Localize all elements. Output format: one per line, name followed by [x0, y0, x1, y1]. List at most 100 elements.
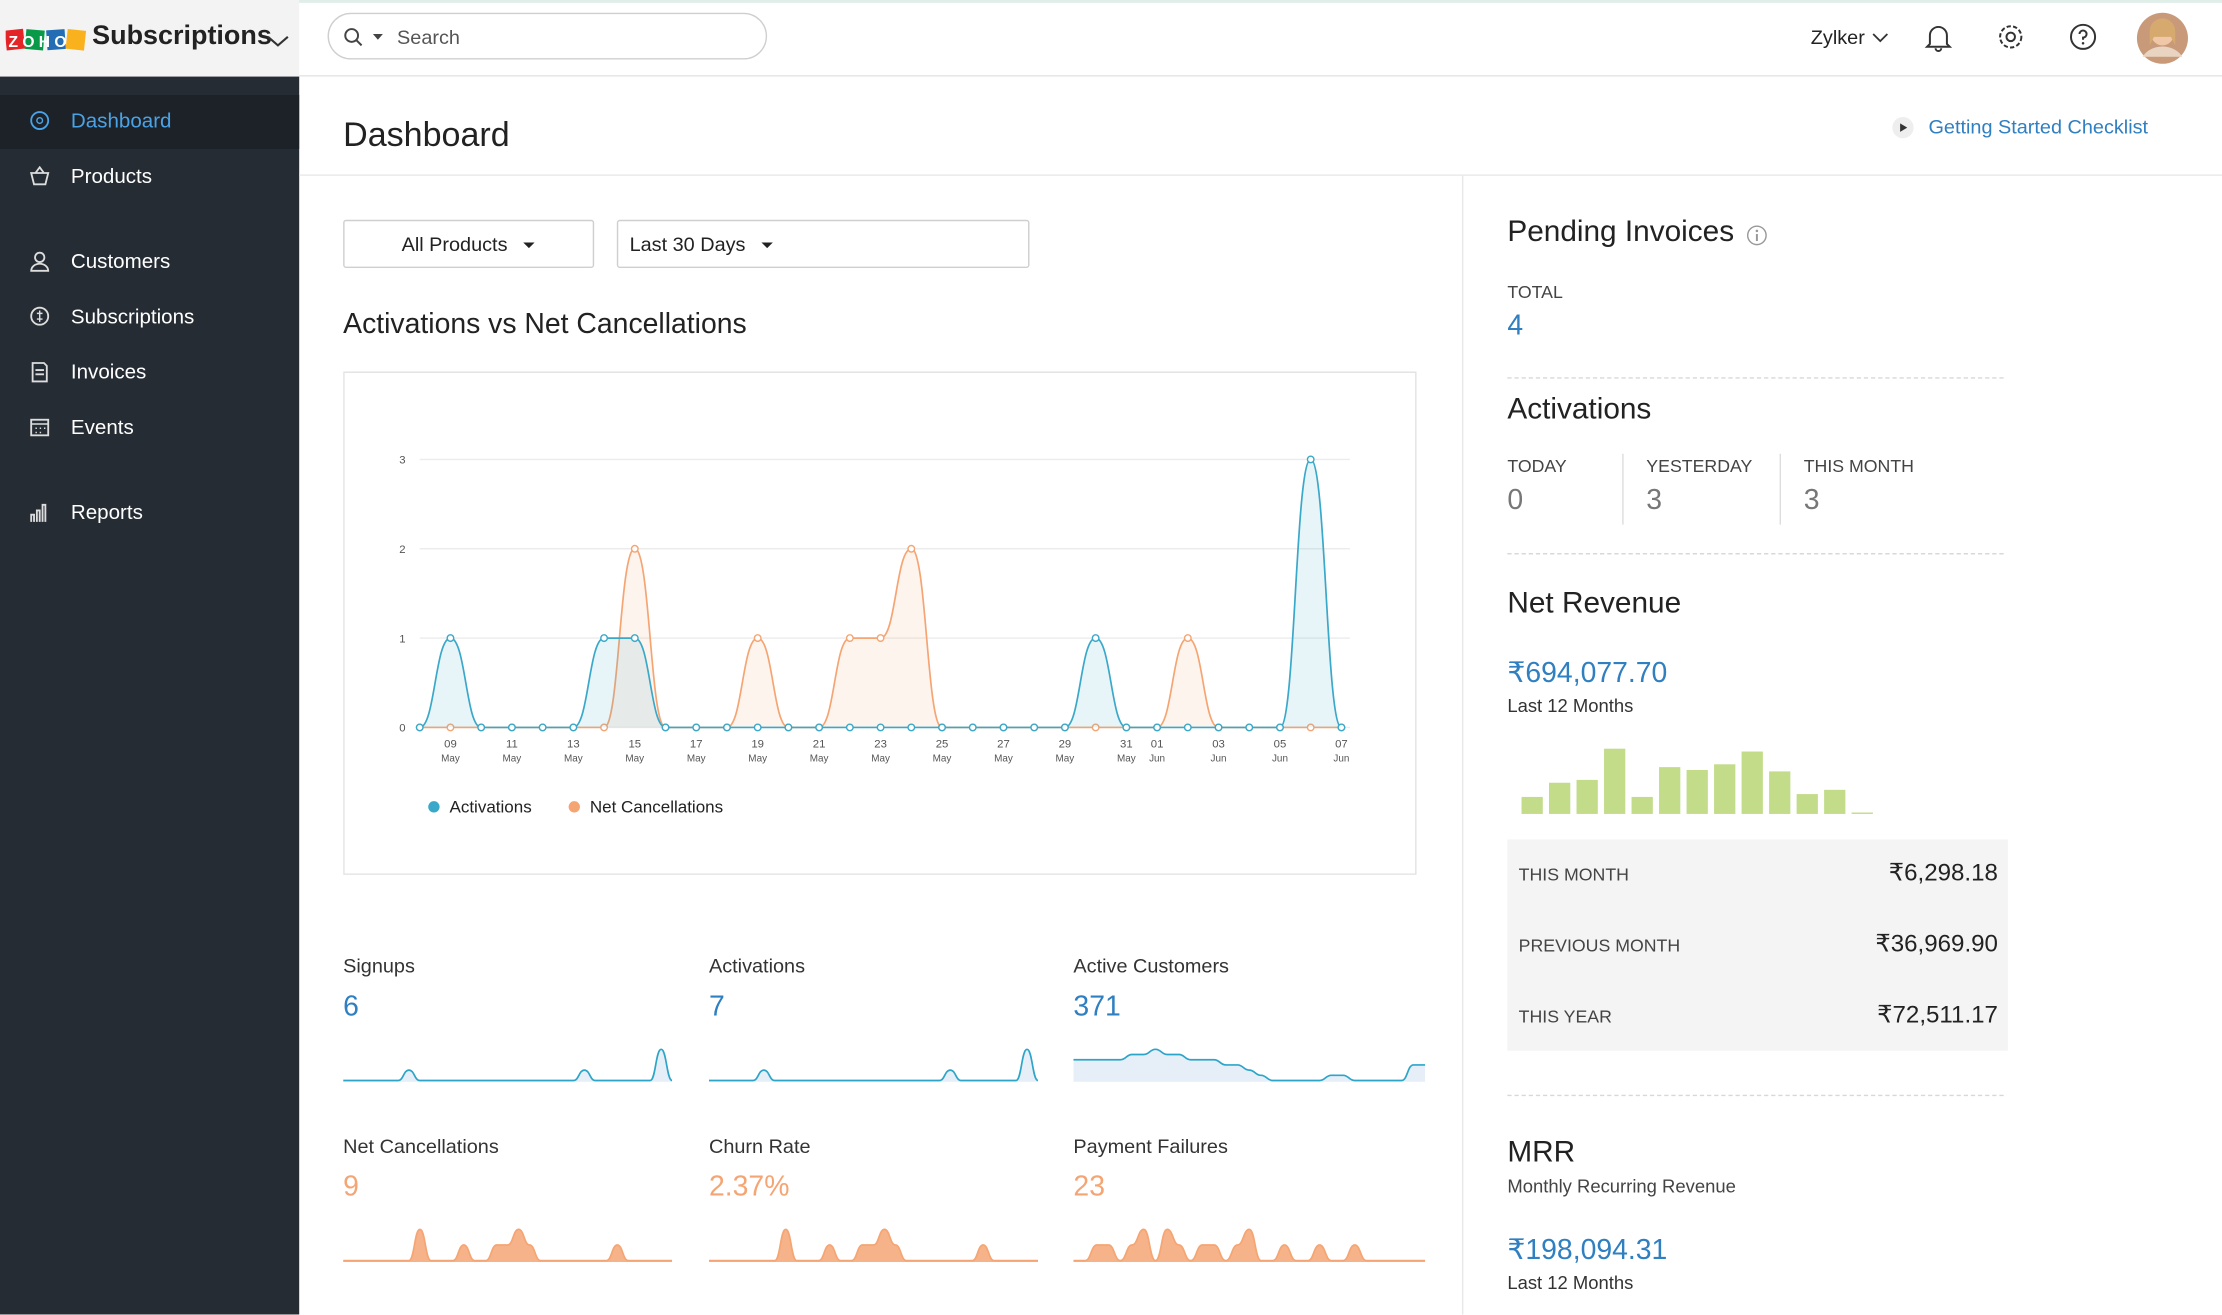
stat-value: 3 [1646, 484, 1663, 517]
checklist-icon [1892, 116, 1914, 139]
data-point [569, 723, 578, 732]
notifications-icon[interactable] [1923, 21, 1954, 52]
revenue-bar [1714, 764, 1736, 814]
data-point [1122, 723, 1131, 732]
revenue-bar [1659, 767, 1681, 814]
data-point [600, 723, 609, 732]
metric-label: Active Customers [1073, 954, 1229, 978]
x-tick-label: 05 Jun [1272, 738, 1288, 764]
user-avatar[interactable] [2136, 11, 2190, 65]
nav-icon [30, 306, 50, 326]
zoho-logo: Z O H O [5, 28, 87, 51]
nav-item[interactable]: Products [0, 150, 299, 204]
stat-separator [1622, 453, 1624, 525]
row-label: THIS YEAR [1518, 1006, 1612, 1027]
metric-label: Signups [343, 954, 415, 978]
data-point [1337, 723, 1346, 732]
nav-label: Products [70, 165, 153, 189]
metric-label: Activations [709, 954, 806, 978]
x-tick-label: 01 Jun [1149, 738, 1165, 764]
total-label: TOTAL [1507, 282, 1563, 303]
data-point [1091, 634, 1100, 643]
data-point [938, 723, 946, 732]
nav-item[interactable]: Reports [0, 486, 299, 540]
row-label: PREVIOUS MONTH [1518, 935, 1681, 956]
revenue-amount: ₹694,077.70 [1507, 657, 1668, 690]
nav-label: Invoices [70, 361, 147, 385]
metric-value: 6 [343, 991, 359, 1023]
sparkline-area [1073, 1229, 1426, 1263]
product-filter[interactable]: All Products [343, 219, 595, 269]
org-caret [1872, 33, 1889, 43]
sidebar [0, 76, 300, 1315]
metric-value: 7 [709, 991, 725, 1023]
revenue-bar [1851, 812, 1873, 814]
logo-area: Z O H O Subscriptions [0, 0, 300, 77]
data-point [538, 723, 547, 732]
revenue-bar [1796, 794, 1818, 814]
data-point [1276, 723, 1284, 732]
period-filter[interactable]: Last 30 Days [616, 219, 1030, 269]
data-point [784, 723, 793, 732]
data-point [600, 634, 609, 643]
row-value: ₹72,511.17 [1877, 1001, 1998, 1029]
nav-icon [31, 362, 48, 383]
metric-value: 23 [1073, 1171, 1105, 1203]
settings-icon[interactable] [1995, 21, 2026, 52]
data-point [968, 723, 977, 732]
mrr-amount: ₹198,094.31 [1507, 1235, 1668, 1267]
nav-icon [30, 251, 50, 272]
app-switch-caret[interactable] [267, 34, 290, 48]
x-tick-label: 07 Jun [1333, 738, 1349, 764]
divider [1507, 553, 2004, 555]
chart-title: Activations vs Net Cancellations [343, 309, 747, 341]
y-tick-label: 3 [399, 455, 405, 467]
org-switcher[interactable]: Zylker [1810, 25, 1865, 49]
svg-text:Z O H O: Z O H O [9, 34, 67, 51]
data-point [907, 544, 916, 553]
metric-label: Payment Failures [1073, 1134, 1228, 1158]
data-point [753, 634, 762, 643]
search-placeholder: Search [397, 25, 460, 49]
dropdown-caret [522, 242, 535, 249]
metric-label: Churn Rate [709, 1134, 811, 1158]
revenue-table [1507, 839, 2008, 1051]
panel-title: Net Revenue [1507, 587, 1682, 620]
metric-value: 2.37% [709, 1171, 790, 1203]
filter-label: Last 30 Days [629, 232, 746, 256]
page-title: Dashboard [343, 116, 510, 155]
y-tick-label: 1 [399, 633, 405, 645]
y-tick-label: 2 [399, 544, 405, 556]
nav-item[interactable]: Dashboard [0, 95, 300, 149]
data-point [722, 723, 731, 732]
revenue-bar [1521, 796, 1543, 814]
revenue-period: Last 12 Months [1507, 694, 1634, 717]
sparkline [709, 1228, 1038, 1263]
data-point [999, 723, 1008, 732]
mrr-period: Last 12 Months [1507, 1271, 1634, 1294]
search-box[interactable]: Search [327, 12, 768, 60]
sparkline-line [343, 1228, 673, 1262]
info-icon[interactable] [1746, 224, 1769, 247]
nav-item[interactable]: Events [0, 401, 299, 455]
sparkline [1073, 1048, 1426, 1082]
help-icon[interactable] [2067, 21, 2098, 52]
stat-value: 0 [1507, 484, 1524, 517]
nav-label: Reports [70, 501, 143, 525]
nav-item[interactable]: Subscriptions [0, 291, 299, 345]
data-point [507, 723, 516, 732]
x-tick-label: 29 May [1056, 738, 1075, 764]
metric-value: 9 [343, 1171, 359, 1203]
sparkline [709, 1048, 1038, 1082]
search-icon [344, 28, 383, 47]
app-name[interactable]: Subscriptions [92, 21, 272, 52]
legend-marker [568, 801, 580, 813]
data-point [477, 723, 486, 732]
checklist-link[interactable]: Getting Started Checklist [1928, 114, 2149, 138]
nav-item[interactable]: Invoices [0, 346, 299, 400]
panel-title: MRR [1507, 1135, 1576, 1169]
total-value[interactable]: 4 [1507, 310, 1524, 342]
x-tick-label: 31 May [1117, 738, 1136, 764]
nav-item[interactable]: Customers [0, 235, 299, 289]
stat-value: 3 [1803, 484, 1820, 517]
